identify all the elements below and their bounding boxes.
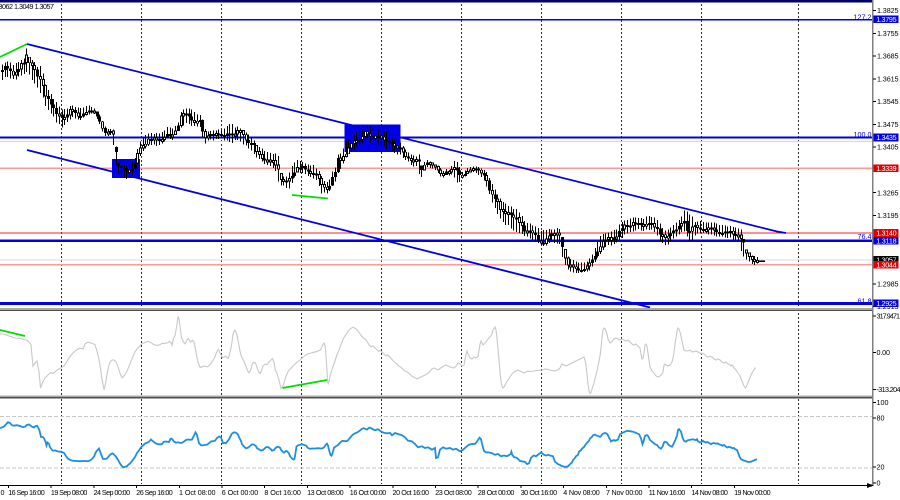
svg-text:28 Oct 00:00: 28 Oct 00:00: [478, 488, 515, 497]
svg-text:76.4: 76.4: [858, 232, 872, 241]
svg-text:8 Oct 16:00: 8 Oct 16:00: [264, 488, 301, 497]
svg-text:19 Sep 08:00: 19 Sep 08:00: [51, 488, 88, 497]
svg-text:16 Sep 16:00: 16 Sep 16:00: [8, 488, 45, 497]
svg-text:0: 0: [877, 479, 881, 488]
svg-text:1.3140: 1.3140: [876, 229, 896, 238]
svg-text:1.3825: 1.3825: [877, 6, 899, 15]
svg-text:26 Sep 16:00: 26 Sep 16:00: [136, 488, 173, 497]
svg-text:1.3118: 1.3118: [876, 236, 896, 245]
svg-text:1.3195: 1.3195: [877, 211, 899, 220]
svg-text:1.3685: 1.3685: [877, 52, 899, 61]
svg-text:20 Oct 16:00: 20 Oct 16:00: [393, 488, 430, 497]
svg-text:1.3795: 1.3795: [876, 15, 896, 24]
svg-text:1.3044: 1.3044: [876, 261, 896, 270]
svg-text:1.3545: 1.3545: [877, 97, 899, 106]
svg-text:13 Oct 08:00: 13 Oct 08:00: [307, 488, 344, 497]
svg-text:1.3062 1.3049 1.3057: 1.3062 1.3049 1.3057: [0, 2, 54, 11]
svg-text:317.9471: 317.9471: [877, 311, 900, 320]
svg-text:23 Oct 08:00: 23 Oct 08:00: [435, 488, 472, 497]
svg-text:1.3265: 1.3265: [877, 188, 899, 197]
svg-text:80: 80: [877, 413, 885, 422]
svg-text:1.3405: 1.3405: [877, 143, 899, 152]
svg-text:1.2985: 1.2985: [877, 279, 899, 288]
svg-text:1.3057: 1.3057: [876, 256, 896, 265]
svg-text:1.3475: 1.3475: [877, 120, 899, 129]
svg-text:1.3435: 1.3435: [876, 133, 896, 142]
svg-text:30 Oct 16:00: 30 Oct 16:00: [521, 488, 558, 497]
svg-text:6 Oct 00:00: 6 Oct 00:00: [222, 488, 259, 497]
svg-text:16 Oct 00:00: 16 Oct 00:00: [350, 488, 387, 497]
svg-text:24 Sep 00:00: 24 Sep 00:00: [94, 488, 131, 497]
svg-text:20: 20: [877, 462, 885, 471]
svg-text:1.3339: 1.3339: [876, 164, 896, 173]
svg-text:100: 100: [877, 398, 889, 407]
svg-text:100.0: 100.0: [854, 130, 872, 139]
svg-text:14 Nov 08:00: 14 Nov 08:00: [691, 488, 728, 497]
svg-text:7 Nov 00:00: 7 Nov 00:00: [606, 488, 643, 497]
svg-text:4 Nov 08:00: 4 Nov 08:00: [563, 488, 600, 497]
svg-text:11 Nov 16:00: 11 Nov 16:00: [649, 488, 686, 497]
svg-text:1.2925: 1.2925: [876, 299, 896, 308]
svg-text:19 Nov 00:00: 19 Nov 00:00: [734, 488, 771, 497]
svg-text:1.3755: 1.3755: [877, 29, 899, 38]
svg-text:-313.204: -313.204: [877, 385, 900, 394]
svg-text:1 Oct 08:00: 1 Oct 08:00: [179, 488, 216, 497]
svg-text:1.3615: 1.3615: [877, 74, 899, 83]
svg-text:127.2: 127.2: [854, 13, 872, 22]
svg-text:0: 0: [1, 488, 5, 497]
svg-text:61.8: 61.8: [858, 297, 872, 306]
svg-text:0.00: 0.00: [877, 348, 891, 357]
